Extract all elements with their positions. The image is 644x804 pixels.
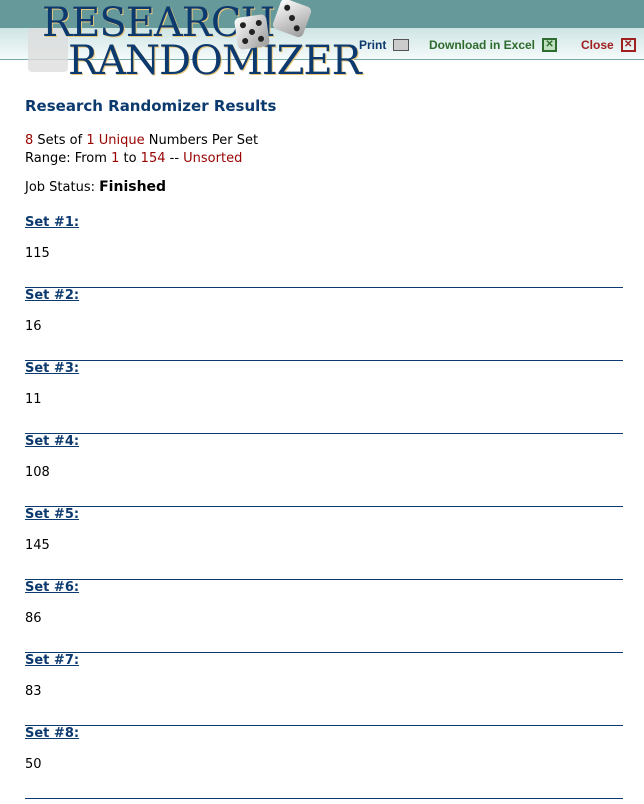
set-item: Set #2: 16 xyxy=(25,288,623,361)
set-item: Set #4: 108 xyxy=(25,434,623,507)
download-excel-button[interactable]: Download in Excel ✕ xyxy=(429,38,558,52)
text: Range: From xyxy=(25,151,112,166)
calculator-icon xyxy=(28,28,68,72)
set-link[interactable]: Set #3: xyxy=(25,361,80,376)
set-link[interactable]: Set #2: xyxy=(25,288,80,303)
sets-count: 8 xyxy=(25,133,34,148)
close-icon: ✕ xyxy=(620,38,636,52)
set-link[interactable]: Set #7: xyxy=(25,653,80,668)
set-value: 50 xyxy=(25,757,42,772)
printer-icon xyxy=(393,39,410,51)
page-title: Research Randomizer Results xyxy=(25,97,277,115)
set-value: 83 xyxy=(25,684,42,699)
set-link[interactable]: Set #5: xyxy=(25,507,80,522)
logo: RESEARCH RANDOMIZER xyxy=(28,0,362,84)
unique-flag: Unique xyxy=(94,133,145,148)
dice-icon xyxy=(233,13,271,51)
text: to xyxy=(119,151,141,166)
text: -- xyxy=(165,151,184,166)
text: Sets of xyxy=(33,133,87,148)
numbers-count: 1 xyxy=(86,133,95,148)
close-label: Close xyxy=(581,38,614,52)
set-item: Set #3: 11 xyxy=(25,361,623,434)
job-status-value: Finished xyxy=(99,179,167,195)
close-button[interactable]: Close ✕ xyxy=(581,38,636,52)
logo-line2: RANDOMIZER xyxy=(68,38,362,84)
set-item: Set #8: 50 xyxy=(25,726,623,799)
set-link[interactable]: Set #6: xyxy=(25,580,80,595)
set-value: 108 xyxy=(25,465,50,480)
download-label: Download in Excel xyxy=(429,38,536,52)
set-item: Set #6: 86 xyxy=(25,580,623,653)
sort-mode: Unsorted xyxy=(183,151,243,166)
set-value: 16 xyxy=(25,319,42,334)
set-value: 11 xyxy=(25,392,42,407)
set-item: Set #5: 145 xyxy=(25,507,623,580)
sets-list: Set #1: 115 Set #2: 16 Set #3: 11 Set #4: 10… xyxy=(25,215,623,799)
header-band xyxy=(0,0,644,28)
job-status: Job Status: Finished xyxy=(25,179,166,195)
range-to: 154 xyxy=(140,151,166,166)
set-link[interactable]: Set #8: xyxy=(25,726,80,741)
job-status-label: Job Status: xyxy=(25,180,100,195)
set-link[interactable]: Set #4: xyxy=(25,434,80,449)
set-link[interactable]: Set #1: xyxy=(25,215,80,230)
set-item: Set #1: 115 xyxy=(25,215,623,288)
excel-icon: ✕ xyxy=(542,38,558,52)
set-value: 86 xyxy=(25,611,42,626)
print-button[interactable]: Print xyxy=(359,38,410,52)
dice-icon xyxy=(271,0,313,39)
range-from: 1 xyxy=(111,151,120,166)
set-item: Set #7: 83 xyxy=(25,653,623,726)
set-value: 145 xyxy=(25,538,50,553)
set-value: 115 xyxy=(25,246,50,261)
header-subband xyxy=(0,28,644,60)
print-label: Print xyxy=(359,38,387,52)
text: Numbers Per Set xyxy=(144,133,259,148)
summary: 8 Sets of 1 Unique Numbers Per Set Range… xyxy=(25,132,258,168)
